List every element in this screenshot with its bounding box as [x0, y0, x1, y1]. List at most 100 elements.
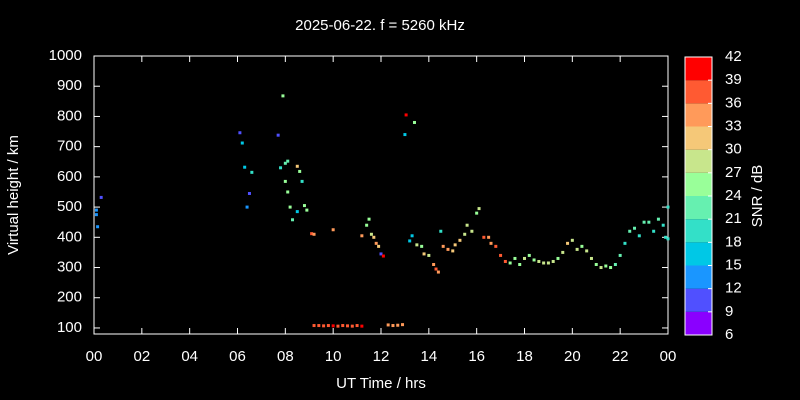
point: [276, 133, 280, 137]
point: [585, 249, 589, 253]
point: [503, 259, 507, 263]
point: [96, 225, 100, 229]
point: [527, 253, 531, 257]
colorbar-band: [685, 149, 712, 173]
point: [381, 254, 385, 258]
x-tick-label: 20: [564, 348, 581, 365]
point: [652, 229, 656, 233]
point: [415, 243, 419, 247]
point: [250, 170, 254, 174]
point: [487, 235, 491, 239]
y-tick-label: 800: [57, 107, 82, 124]
point: [300, 179, 304, 183]
colorbar-band: [685, 126, 712, 150]
point: [647, 220, 651, 224]
colorbar-band: [685, 172, 712, 196]
plot-frame: [93, 55, 669, 335]
point: [599, 266, 603, 270]
point: [99, 195, 103, 199]
colorbar-tick-label: 33: [725, 117, 742, 134]
point: [322, 324, 326, 328]
point: [537, 259, 541, 263]
point: [326, 324, 330, 328]
colorbar-label: SNR / dB: [749, 165, 766, 228]
point: [477, 207, 481, 211]
point: [637, 234, 641, 238]
colorbar-tick-label: 6: [725, 326, 733, 343]
point: [355, 324, 359, 328]
point: [298, 169, 302, 173]
x-tick-label: 02: [133, 348, 150, 365]
x-tick-label: 06: [229, 348, 246, 365]
point: [666, 205, 670, 209]
point: [360, 234, 364, 238]
point: [508, 261, 512, 265]
point: [245, 205, 249, 209]
point: [412, 120, 416, 124]
point: [532, 258, 536, 262]
point: [350, 324, 354, 328]
point: [341, 324, 345, 328]
colorbar-tick-label: 9: [725, 303, 733, 320]
point: [434, 267, 438, 271]
point: [618, 253, 622, 257]
point: [295, 164, 299, 168]
colorbar-tick-label: 30: [725, 141, 742, 158]
point: [551, 259, 555, 263]
point: [609, 266, 613, 270]
point: [247, 191, 251, 195]
colorbar-band: [685, 265, 712, 289]
point: [386, 323, 390, 327]
point: [436, 270, 440, 274]
x-tick-label: 10: [325, 348, 342, 365]
point: [561, 250, 565, 254]
point: [369, 232, 373, 236]
point: [295, 210, 299, 214]
y-tick-label: 100: [57, 319, 82, 336]
colorbar-band: [685, 103, 712, 127]
point: [94, 213, 98, 217]
point: [613, 263, 617, 266]
x-tick-label: 00: [86, 348, 103, 365]
point: [575, 247, 579, 251]
point: [623, 241, 627, 245]
point: [523, 256, 526, 260]
point: [661, 223, 665, 227]
point: [404, 113, 408, 117]
colorbar-band: [685, 311, 712, 335]
colorbar-tick-label: 39: [725, 71, 742, 88]
point: [470, 229, 474, 233]
colorbar-band: [685, 242, 712, 266]
point: [664, 235, 668, 239]
point: [360, 324, 364, 328]
point: [302, 204, 306, 208]
colorbar-band: [685, 57, 712, 81]
point: [546, 261, 550, 265]
point: [482, 235, 486, 239]
point: [331, 228, 335, 232]
point: [283, 179, 287, 183]
point: [238, 131, 242, 135]
x-tick-label: 22: [612, 348, 629, 365]
x-tick-label: 00: [660, 348, 677, 365]
point: [604, 264, 608, 268]
colorbar-tick-label: 21: [725, 210, 742, 227]
point: [346, 324, 350, 328]
chart-title: 2025-06-22. f = 5260 kHz: [295, 17, 465, 34]
point: [312, 324, 316, 328]
y-tick-label: 900: [57, 77, 82, 94]
point: [408, 239, 412, 243]
x-tick-label: 14: [420, 348, 437, 365]
point: [589, 256, 593, 260]
colorbar-tick-label: 18: [725, 233, 742, 250]
colorbar-tick-label: 15: [725, 256, 742, 273]
point: [410, 234, 414, 238]
point: [642, 220, 646, 224]
point: [422, 252, 426, 256]
point: [396, 323, 400, 327]
point: [656, 217, 660, 221]
point: [633, 226, 637, 230]
point: [365, 223, 369, 227]
point: [465, 223, 469, 227]
point: [628, 229, 632, 233]
